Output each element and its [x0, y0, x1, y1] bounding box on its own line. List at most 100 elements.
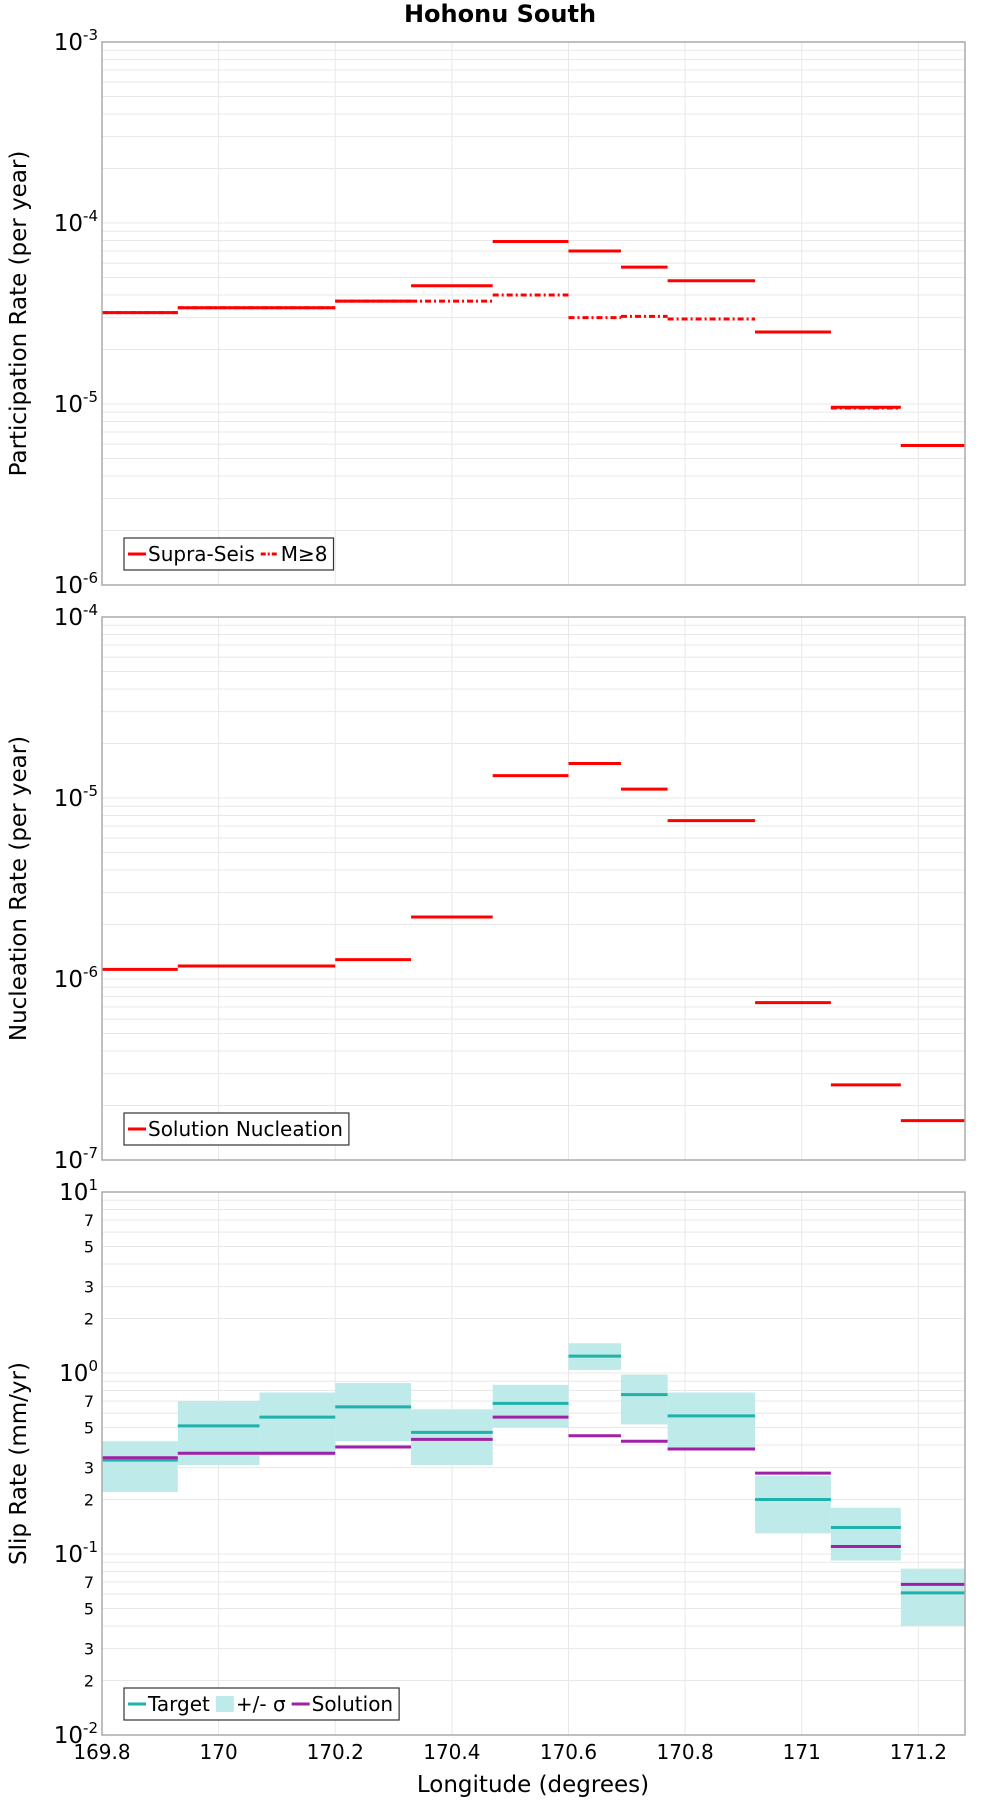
y-tick-exponent: -5 — [83, 388, 98, 406]
x-tick-label: 170.6 — [540, 1740, 597, 1764]
x-axis: 169.8 170 170.2 170.4 170.6 170.8 171 171.2 — [73, 1740, 947, 1764]
y-tick-base: 10 — [54, 967, 83, 993]
y-tick-exponent: -7 — [83, 1144, 98, 1162]
series-m-8 — [102, 293, 965, 447]
sigma-band-rect — [177, 1401, 260, 1466]
legend-entry-label: Solution — [312, 1692, 393, 1716]
series-solution-nucleation — [102, 762, 965, 1123]
sigma-band-rect — [667, 1392, 756, 1450]
y-tick-label: 10-2 — [54, 1719, 98, 1749]
y-minor-tick-label: 5 — [84, 1237, 94, 1256]
y-minor-tick-label: 5 — [84, 1418, 94, 1437]
y-minor-tick-label: 7 — [84, 1573, 94, 1592]
y-minor-tick-label: 7 — [84, 1211, 94, 1230]
sigma-band-rect — [492, 1384, 569, 1428]
legend-box — [123, 1687, 400, 1721]
y-minor-tick-label: 2 — [84, 1491, 94, 1510]
y-tick-label: 10-4 — [54, 207, 98, 237]
y-tick-exponent: -5 — [83, 782, 98, 800]
sigma-band-rect — [755, 1475, 831, 1534]
sigma-band-rect — [900, 1568, 965, 1627]
y-tick-exponent: -1 — [83, 1538, 98, 1556]
x-axis-label: Longitude (degrees) — [417, 1772, 649, 1798]
y-tick-exponent: -6 — [83, 569, 98, 587]
series-target — [102, 1354, 965, 1595]
plot-frame — [101, 41, 966, 586]
y-minor-tick-label: 5 — [84, 1599, 94, 1618]
x-tick-label: 170.8 — [656, 1740, 713, 1764]
series-supra-seis — [102, 240, 965, 447]
x-tick-label: 171.2 — [890, 1740, 947, 1764]
sigma-band-rect — [620, 1374, 668, 1425]
y-tick-base: 10 — [59, 1180, 88, 1206]
y-tick-base: 10 — [54, 786, 83, 812]
sigma-band — [102, 1343, 965, 1627]
legend: Supra-Seis M≥8 — [123, 537, 335, 571]
x-tick-label: 170.2 — [307, 1740, 364, 1764]
y-tick-label: 10-6 — [54, 569, 98, 599]
sigma-band-rect — [259, 1392, 336, 1456]
y-tick-label: 10-6 — [54, 963, 98, 993]
y-tick-base: 10 — [54, 1542, 83, 1568]
legend-box — [123, 537, 335, 571]
series-solution — [102, 1415, 965, 1586]
y-tick-exponent: 0 — [88, 1357, 98, 1375]
sigma-band-rect — [830, 1507, 901, 1561]
y-tick-exponent: 1 — [88, 1176, 98, 1194]
y-tick-exponent: -4 — [83, 601, 98, 619]
chart-title: Hohonu South — [404, 0, 596, 28]
y-tick-base: 10 — [54, 211, 83, 237]
legend-entry-label: M≥8 — [281, 542, 328, 566]
grid — [101, 617, 965, 1161]
y-tick-label: 10-5 — [54, 388, 98, 418]
legend: Target +/- σ Solution — [123, 1687, 400, 1721]
y-tick-base: 10 — [54, 30, 83, 56]
legend-swatch-band — [215, 1696, 234, 1712]
y-tick-label: 10-1 — [54, 1538, 98, 1568]
x-tick-label: 171 — [783, 1740, 821, 1764]
y-tick-base: 10 — [59, 1361, 88, 1387]
y-tick-exponent: -6 — [83, 963, 98, 981]
x-tick-label: 169.8 — [73, 1740, 130, 1764]
y-minor-tick-label: 3 — [84, 1278, 94, 1297]
y-tick-label: 10-5 — [54, 782, 98, 812]
legend-entry-label: Target — [147, 1692, 210, 1716]
y-axis-label: Nucleation Rate (per year) — [6, 736, 32, 1041]
y-tick-base: 10 — [54, 1723, 83, 1749]
legend-entry-label: Solution Nucleation — [148, 1117, 343, 1141]
y-tick-label: 101 — [59, 1176, 98, 1206]
y-tick-label: 100 — [59, 1357, 98, 1387]
grid — [101, 42, 965, 586]
sigma-band-rect — [411, 1409, 493, 1466]
y-tick-base: 10 — [54, 1148, 83, 1174]
y-minor-tick-label: 3 — [84, 1459, 94, 1478]
x-tick-label: 170.4 — [423, 1740, 480, 1764]
y-tick-base: 10 — [54, 573, 83, 599]
x-tick-label: 170 — [200, 1740, 238, 1764]
legend-entry-label: Supra-Seis — [148, 542, 255, 566]
y-tick-label: 10-3 — [54, 26, 98, 56]
y-minor-tick-label: 2 — [84, 1310, 94, 1329]
y-tick-exponent: -4 — [83, 207, 98, 225]
legend-box — [123, 1112, 350, 1146]
y-tick-label: 10-7 — [54, 1144, 98, 1174]
y-tick-base: 10 — [54, 392, 83, 418]
y-tick-base: 10 — [54, 605, 83, 631]
sigma-band-rect — [102, 1441, 178, 1493]
plot-frame — [101, 1191, 966, 1736]
y-tick-exponent: -2 — [83, 1719, 98, 1737]
grid — [101, 1192, 965, 1736]
y-minor-tick-label: 3 — [84, 1640, 94, 1659]
y-axis-label: Participation Rate (per year) — [6, 151, 32, 477]
y-axis-label: Slip Rate (mm/yr) — [6, 1362, 32, 1565]
y-tick-exponent: -3 — [83, 26, 98, 44]
legend: Solution Nucleation — [123, 1112, 350, 1146]
y-minor-tick-label: 2 — [84, 1672, 94, 1691]
legend-entry-label: +/- σ — [236, 1692, 286, 1716]
y-minor-tick-label: 7 — [84, 1392, 94, 1411]
y-tick-label: 10-4 — [54, 601, 98, 631]
